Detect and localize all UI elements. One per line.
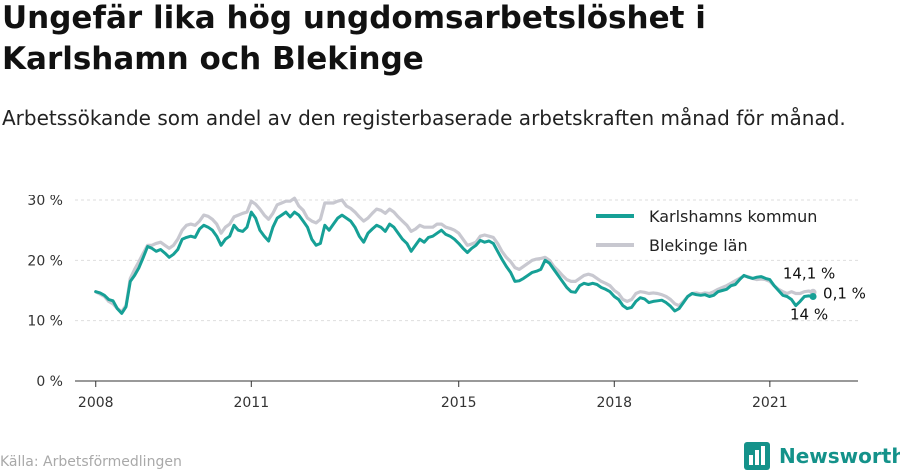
source-note: Källa: Arbetsförmedlingen	[0, 454, 182, 470]
legend-label-karlshamn: Karlshamns kommun	[649, 207, 817, 226]
line-chart: 0 % 10 % 20 % 30 % 2008 2011 2015 2018 2021 14,1 …	[27, 195, 866, 411]
x-tick-label: 2015	[441, 395, 477, 411]
legend-label-blekinge: Blekinge län	[649, 236, 748, 255]
end-value-label: 0,1 %	[823, 284, 866, 302]
y-tick-label: 10 %	[27, 314, 63, 330]
end-value-label: 14,1 %	[783, 265, 835, 283]
x-tick-label: 2018	[596, 395, 632, 411]
y-tick-label: 0 %	[36, 374, 63, 390]
end-value-label: 14 %	[790, 305, 828, 323]
x-tick-label: 2021	[752, 395, 788, 411]
end-marker-karlshamn	[809, 293, 817, 301]
chart-title: Ungefär lika hög ungdomsarbetslöshet i K…	[2, 0, 706, 77]
x-tick-label: 2011	[233, 395, 269, 411]
newsworthy-logo-icon	[744, 442, 770, 470]
x-tick-label: 2008	[78, 395, 114, 411]
y-tick-label: 20 %	[27, 253, 63, 269]
y-tick-label: 30 %	[27, 195, 63, 209]
chart-subtitle: Arbetssökande som andel av den registerb…	[2, 106, 846, 130]
series-line-karlshamn	[94, 210, 815, 315]
brand-logo: Newsworthy	[744, 442, 900, 470]
brand-name: Newsworthy	[779, 444, 900, 468]
